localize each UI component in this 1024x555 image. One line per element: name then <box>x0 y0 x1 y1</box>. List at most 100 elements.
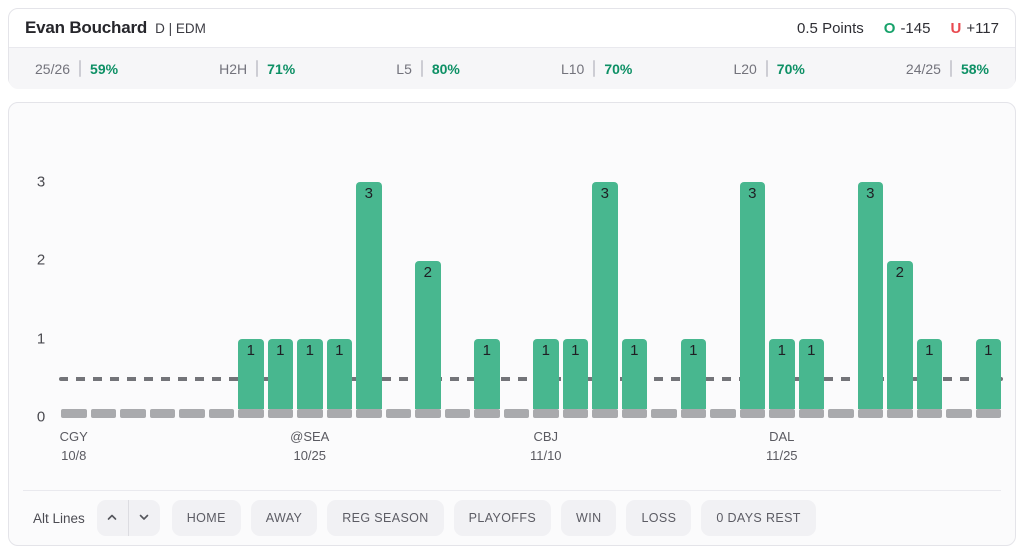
zero-baseline-stub <box>769 409 795 418</box>
value-bar: 3 <box>739 182 765 409</box>
bar-slot <box>90 409 116 418</box>
x-tick-cell <box>563 428 589 468</box>
bar-slot <box>208 409 234 418</box>
x-tick-cell <box>120 428 146 468</box>
y-tick-label: 0 <box>36 408 46 426</box>
zero-baseline-stub <box>621 409 647 418</box>
bar-slot: 1 <box>326 339 352 418</box>
prop-line-label: 0.5 Points <box>797 19 864 37</box>
stat-label: L20 <box>733 60 757 77</box>
bar-slot: 2 <box>415 261 441 418</box>
over-odds[interactable]: O -145 <box>884 20 931 37</box>
bar-slot: 1 <box>975 339 1001 418</box>
zero-baseline-stub <box>680 409 706 418</box>
chart-area: 3 2 1 0 1 1 1 1 3 2 1 1 1 3 1 1 3 1 1 3 2 1 1 CGY 10/8 @SEA 10/2… <box>9 103 1015 492</box>
alt-line-up-button[interactable] <box>97 500 128 536</box>
filter-button-0-days-rest[interactable]: 0 DAYS REST <box>701 500 816 536</box>
filter-button-reg-season[interactable]: REG SEASON <box>327 500 444 536</box>
x-tick-cell <box>828 428 854 468</box>
x-tick-cell <box>592 428 618 468</box>
x-tick-cell <box>415 428 441 468</box>
value-bar: 1 <box>680 339 706 409</box>
zero-baseline-stub <box>916 409 942 418</box>
alt-line-down-button[interactable] <box>129 500 160 536</box>
zero-baseline-stub <box>474 409 500 418</box>
bar-value-label: 1 <box>630 342 639 359</box>
bar-slot: 3 <box>739 182 765 418</box>
zero-baseline-stub <box>946 409 972 418</box>
x-tick-cell <box>799 428 825 468</box>
bar-slot <box>828 409 854 418</box>
bar-value-label: 1 <box>246 342 255 359</box>
stat-item-l20: L20 70% <box>733 60 805 77</box>
x-tick-cell <box>445 428 471 468</box>
stat-separator <box>593 60 596 77</box>
zero-baseline-stub <box>798 409 824 418</box>
stat-separator <box>79 60 82 77</box>
bar-value-label: 1 <box>777 342 786 359</box>
stat-item-l10: L10 70% <box>561 60 632 77</box>
stat-item-25-26: 25/26 59% <box>35 60 118 77</box>
value-bar: 1 <box>297 339 323 409</box>
x-tick-cell <box>740 428 766 468</box>
bar-slot: 1 <box>267 339 293 418</box>
zero-baseline-stub <box>975 409 1001 418</box>
zero-baseline-stub <box>710 409 736 418</box>
bar-slot: 1 <box>798 339 824 418</box>
x-tick-cell <box>209 428 235 468</box>
zero-baseline-stub <box>592 409 618 418</box>
value-bar: 1 <box>975 339 1001 409</box>
betting-line <box>59 377 1003 381</box>
player-name: Evan Bouchard <box>25 18 148 37</box>
bar-slot <box>179 409 205 418</box>
stat-separator <box>765 60 768 77</box>
bar-slot: 3 <box>592 182 618 418</box>
hit-rate-stats-row: 25/26 59% H2H 71% L5 80% L10 70% L20 70% 24/25 58% <box>9 48 1015 89</box>
zero-baseline-stub <box>90 409 116 418</box>
x-tick-cell <box>356 428 382 468</box>
x-tick-label: @SEA 10/25 <box>290 429 330 463</box>
alt-lines-stepper <box>96 500 160 536</box>
bar-value-label: 3 <box>364 185 373 202</box>
zero-baseline-stub <box>179 409 205 418</box>
filter-button-win[interactable]: WIN <box>561 500 617 536</box>
filter-button-away[interactable]: AWAY <box>250 500 318 536</box>
filter-button-loss[interactable]: LOSS <box>626 500 692 536</box>
bar-value-label: 1 <box>807 342 816 359</box>
x-tick-cell <box>917 428 943 468</box>
x-tick-label: DAL 11/25 <box>765 429 798 463</box>
zero-baseline-stub <box>326 409 352 418</box>
stepper-divider <box>127 500 129 536</box>
x-tick-cell <box>91 428 117 468</box>
zero-baseline-stub <box>61 409 87 418</box>
value-bar: 1 <box>769 339 795 409</box>
x-tick-cell: CGY 10/8 <box>60 428 88 468</box>
stat-value: 70% <box>776 60 805 77</box>
zero-baseline-stub <box>503 409 529 418</box>
zero-baseline-stub <box>267 409 293 418</box>
zero-baseline-stub <box>297 409 323 418</box>
bar-value-label: 3 <box>748 185 757 202</box>
filter-button-playoffs[interactable]: PLAYOFFS <box>453 500 552 536</box>
under-odds[interactable]: U +117 <box>950 20 999 37</box>
stat-value: 59% <box>90 60 119 77</box>
x-tick-cell <box>681 428 707 468</box>
bar-slot <box>503 409 529 418</box>
value-bar: 2 <box>415 261 441 409</box>
x-tick-cell <box>386 428 412 468</box>
x-tick-cell <box>622 428 648 468</box>
alt-lines-label: Alt Lines <box>33 510 85 526</box>
zero-baseline-stub <box>739 409 765 418</box>
stat-item-24-25: 24/25 58% <box>906 60 989 77</box>
bar-slot <box>651 409 677 418</box>
zero-baseline-stub <box>238 409 264 418</box>
under-icon: U <box>950 19 962 37</box>
filter-button-home[interactable]: HOME <box>171 500 241 536</box>
zero-baseline-stub <box>828 409 854 418</box>
bar-slot <box>385 409 411 418</box>
bar-slot: 1 <box>621 339 647 418</box>
bar-value-label: 1 <box>482 342 491 359</box>
x-tick-cell <box>327 428 353 468</box>
bar-slot <box>946 409 972 418</box>
value-bar: 1 <box>798 339 824 409</box>
